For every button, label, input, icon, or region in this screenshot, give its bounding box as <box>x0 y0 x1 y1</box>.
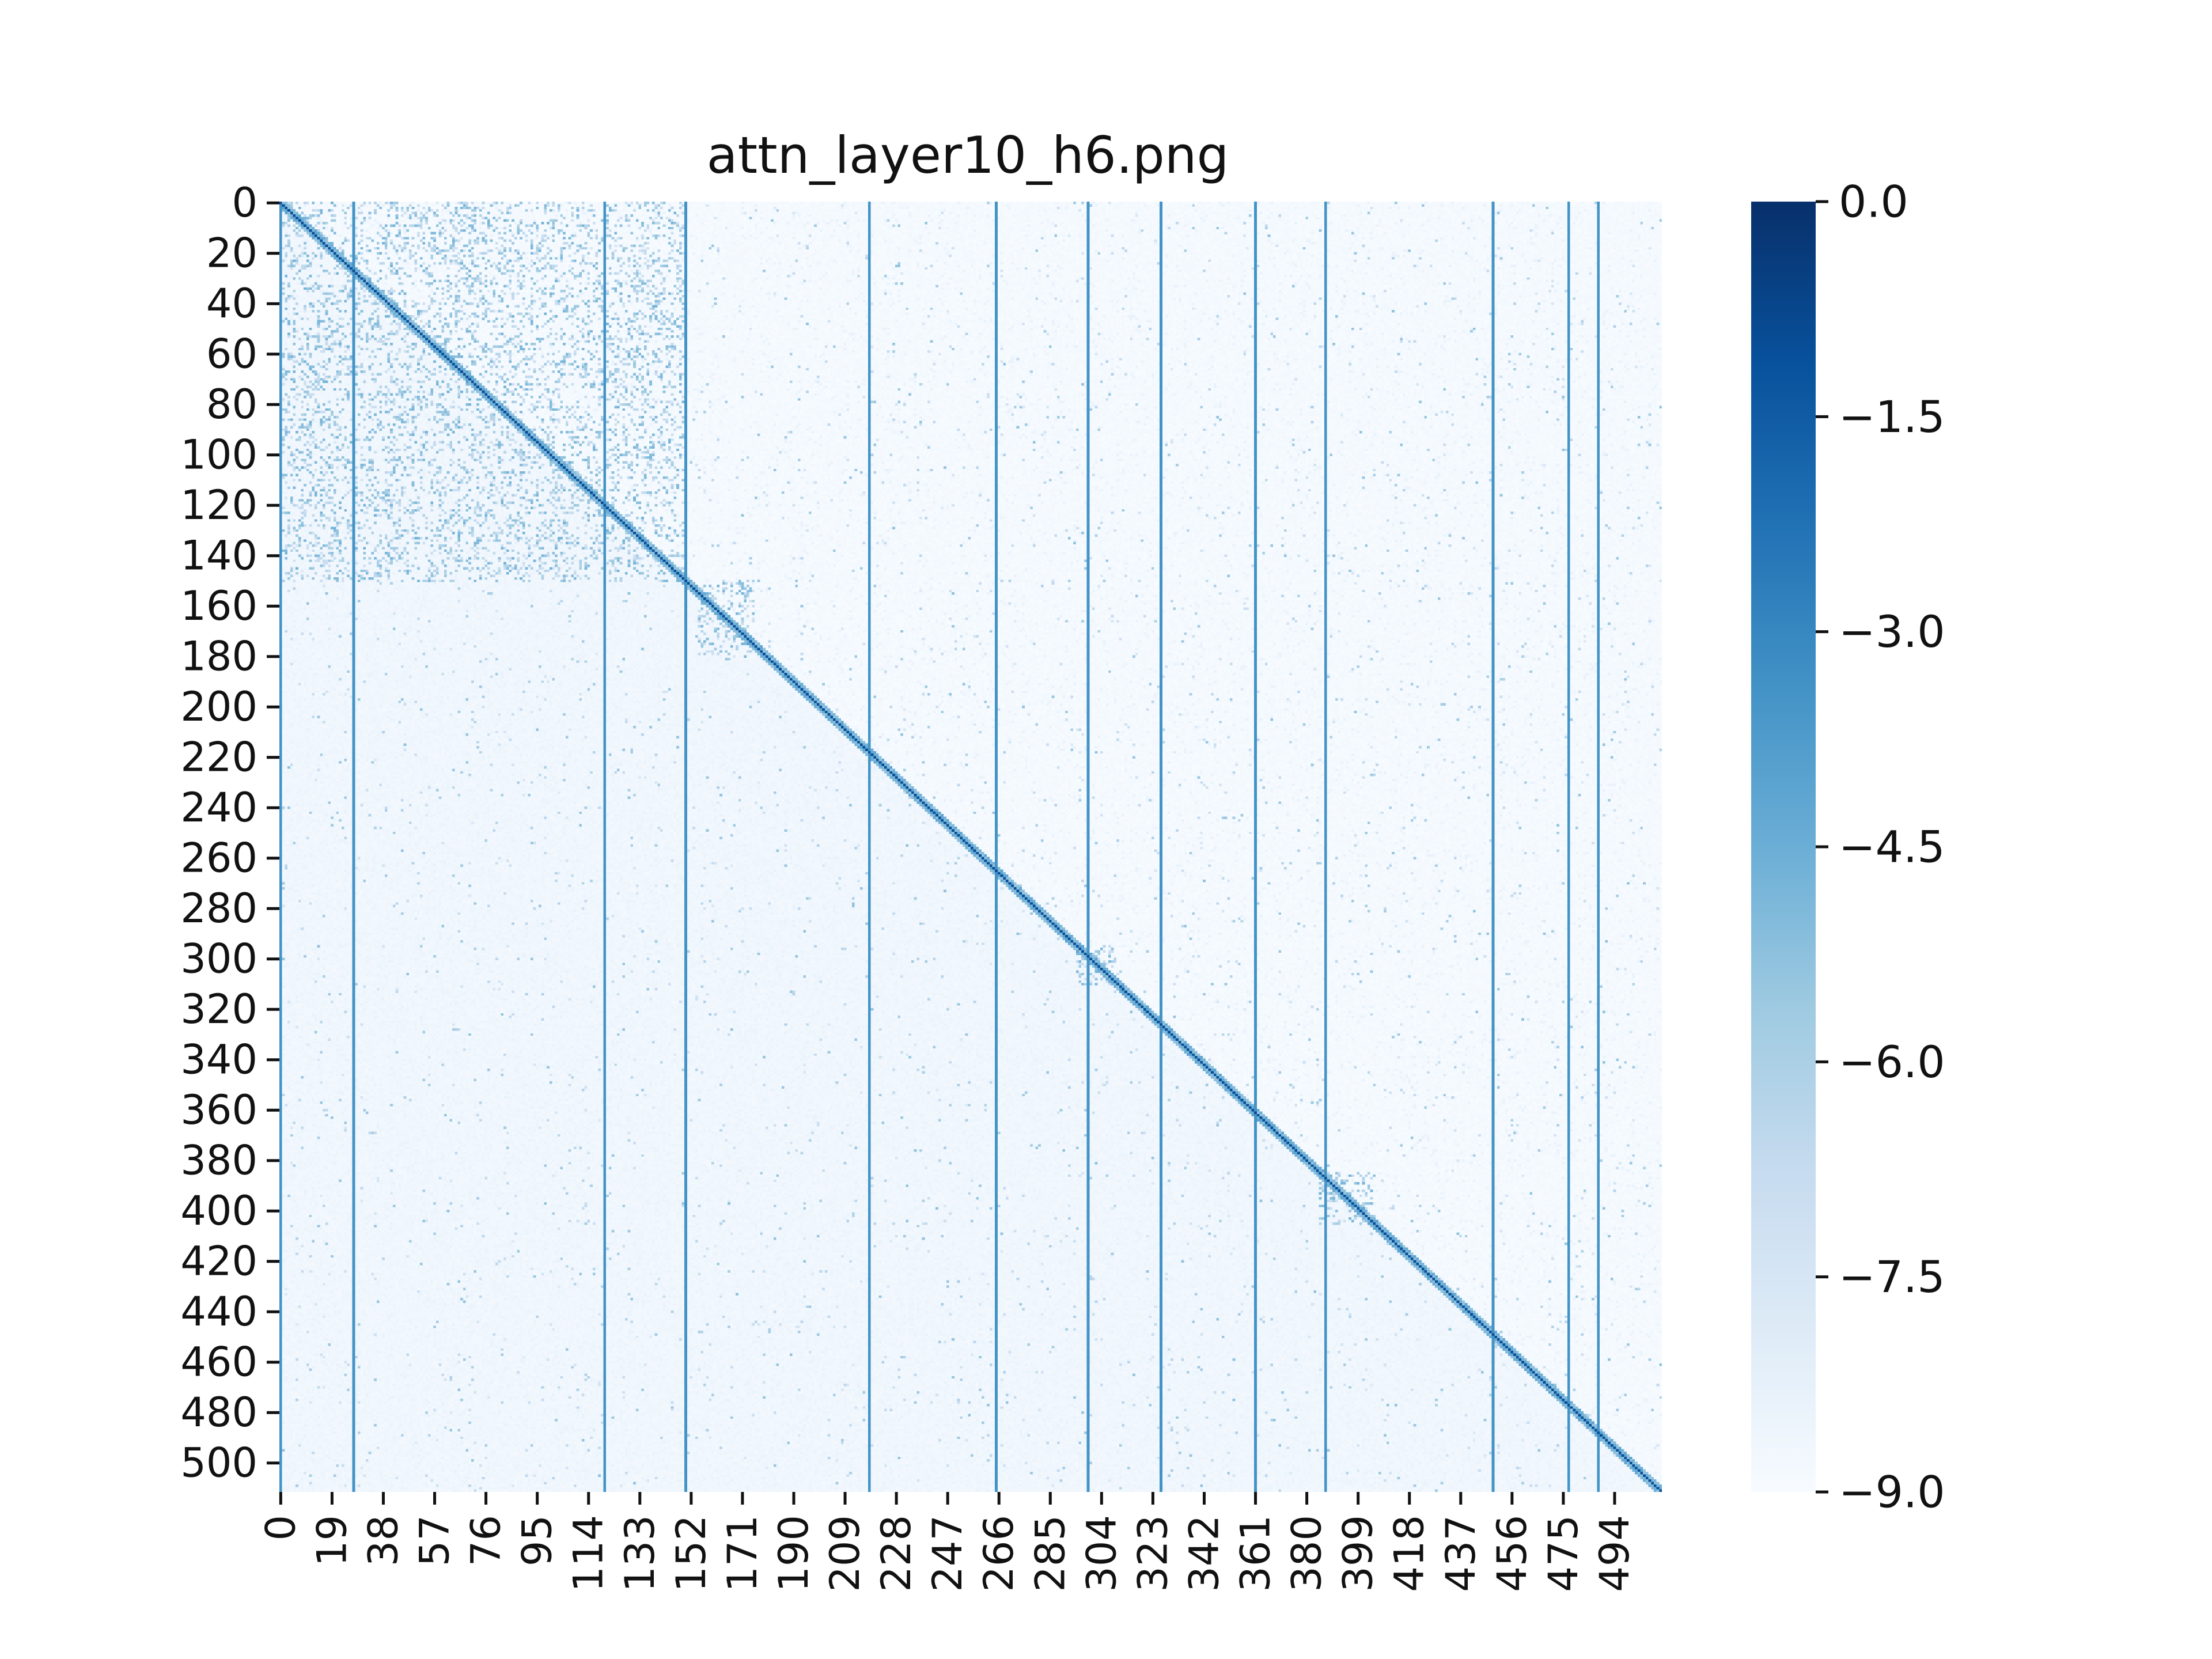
colorbar-tick-label: 0.0 <box>1839 176 1908 228</box>
x-tick-label: 304 <box>1078 1515 1125 1592</box>
y-tick-label: 480 <box>180 1389 257 1436</box>
y-tick-label: 100 <box>180 431 257 479</box>
chart-title: attn_layer10_h6.png <box>707 126 1229 185</box>
y-tick-label: 20 <box>206 230 257 277</box>
colorbar-tick-label: −4.5 <box>1839 821 1945 873</box>
x-tick-label: 266 <box>975 1515 1022 1592</box>
y-tick-label: 340 <box>180 1036 257 1084</box>
x-tick-label: 209 <box>821 1515 869 1592</box>
x-tick-label: 114 <box>565 1515 612 1592</box>
x-tick-label: 380 <box>1283 1515 1331 1592</box>
x-tick-label: 247 <box>924 1515 971 1592</box>
x-tick-label: 76 <box>463 1515 510 1566</box>
x-tick-label: 133 <box>616 1515 664 1592</box>
y-tick-label: 160 <box>180 582 257 630</box>
y-tick-label: 200 <box>180 683 257 730</box>
x-tick-label: 171 <box>719 1515 766 1592</box>
colorbar: 0.0 −1.5 −3.0 −4.5 −6.0 −7.5 −9.0 <box>1751 176 1945 1518</box>
y-tick-label: 320 <box>180 986 257 1033</box>
y-tick-label: 460 <box>180 1339 257 1386</box>
x-tick-label: 0 <box>257 1515 304 1541</box>
y-tick-label: 220 <box>180 734 257 781</box>
y-tick-label: 60 <box>206 331 257 378</box>
x-tick-label: 437 <box>1437 1515 1484 1592</box>
x-tick-label: 399 <box>1335 1515 1382 1592</box>
x-tick-label: 228 <box>873 1515 920 1592</box>
colorbar-tick-label: −1.5 <box>1839 391 1945 442</box>
y-tick-label: 40 <box>206 280 257 327</box>
y-tick-label: 420 <box>180 1238 257 1285</box>
heatmap-cells <box>279 202 1662 1492</box>
x-axis: 0 19 38 57 76 95 114 133 152 171 190 209 228 247 266 28… <box>257 1492 1638 1592</box>
x-tick-label: 456 <box>1488 1515 1536 1592</box>
x-tick-label: 475 <box>1540 1515 1587 1592</box>
x-tick-label: 323 <box>1129 1515 1176 1592</box>
y-tick-label: 240 <box>180 784 257 831</box>
y-tick-label: 260 <box>180 835 257 882</box>
x-tick-label: 494 <box>1591 1515 1638 1592</box>
x-tick-label: 361 <box>1232 1515 1279 1592</box>
colorbar-tick-label: −9.0 <box>1839 1467 1945 1518</box>
y-tick-label: 0 <box>232 179 257 226</box>
colorbar-tick-label: −3.0 <box>1839 606 1945 657</box>
y-tick-label: 440 <box>180 1288 257 1335</box>
heatmap-plot: 0 19 38 57 76 95 114 133 152 171 190 209 228 247 266 28… <box>180 179 1662 1592</box>
y-tick-label: 400 <box>180 1187 257 1234</box>
x-tick-label: 19 <box>308 1515 355 1566</box>
x-tick-label: 152 <box>668 1515 715 1592</box>
x-tick-label: 418 <box>1386 1515 1433 1592</box>
y-tick-label: 380 <box>180 1137 257 1184</box>
colorbar-tick-label: −6.0 <box>1839 1036 1945 1088</box>
x-tick-label: 38 <box>359 1515 407 1566</box>
colorbar-gradient <box>1751 202 1816 1492</box>
x-tick-label: 95 <box>514 1515 561 1566</box>
y-tick-label: 300 <box>180 935 257 983</box>
x-tick-label: 342 <box>1180 1515 1228 1592</box>
y-tick-label: 360 <box>180 1086 257 1134</box>
y-tick-label: 180 <box>180 633 257 680</box>
y-tick-label: 120 <box>180 482 257 529</box>
colorbar-ticks: 0.0 −1.5 −3.0 −4.5 −6.0 −7.5 −9.0 <box>1816 176 1945 1518</box>
colorbar-tick-label: −7.5 <box>1839 1251 1945 1302</box>
y-tick-label: 280 <box>180 885 257 932</box>
y-tick-label: 80 <box>206 381 257 428</box>
y-tick-label: 140 <box>180 532 257 579</box>
y-axis: 0204060801001201401601802002202402602803… <box>180 179 279 1487</box>
x-tick-label: 190 <box>770 1515 817 1592</box>
y-tick-label: 500 <box>180 1440 257 1487</box>
x-tick-label: 285 <box>1027 1515 1074 1592</box>
x-tick-label: 57 <box>411 1515 459 1566</box>
